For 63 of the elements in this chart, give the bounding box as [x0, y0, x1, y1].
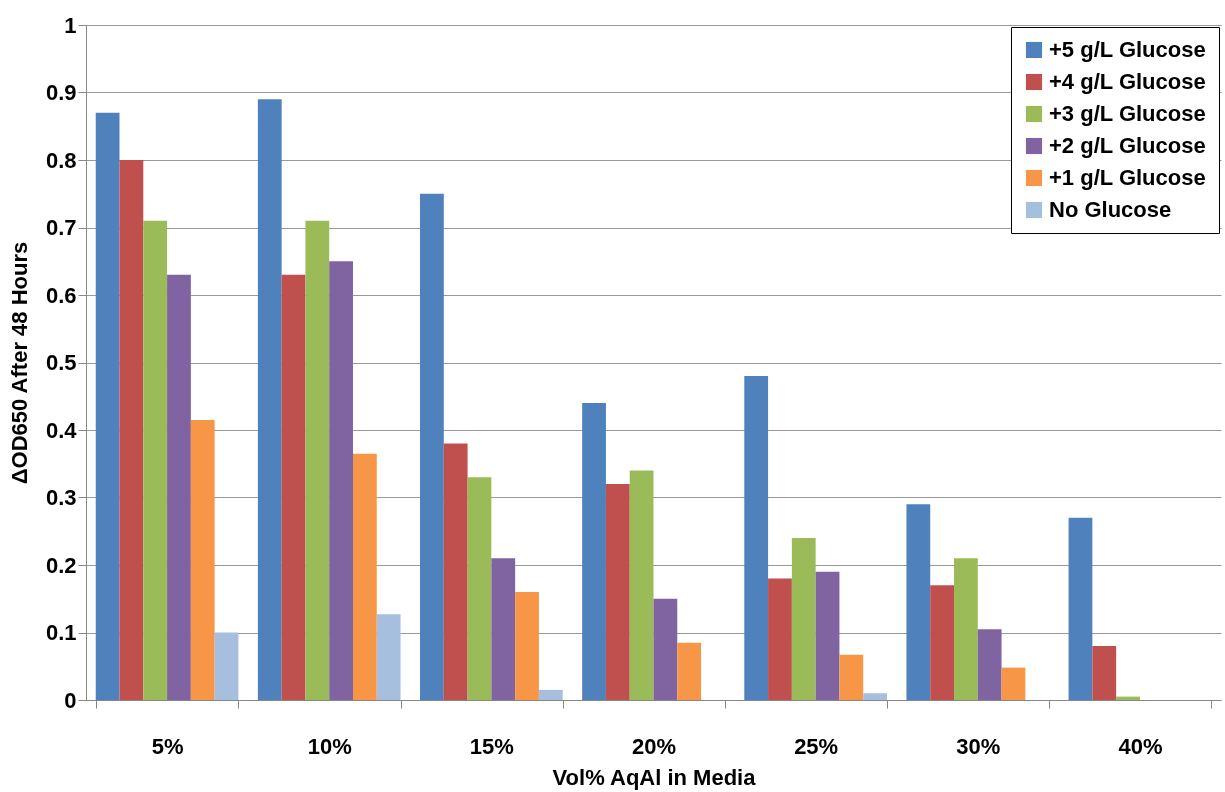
x-tick-label: 40% [1118, 733, 1163, 759]
bar [143, 220, 168, 700]
y-tick-label: 0.1 [45, 620, 77, 645]
bar [839, 654, 864, 700]
y-tick-label: 0.6 [45, 282, 77, 308]
x-tick-label: 10% [307, 733, 352, 759]
bar [863, 693, 887, 700]
bar [954, 558, 978, 700]
bar [95, 112, 120, 700]
y-tick-label: 0.9 [45, 80, 77, 105]
y-tick-label: 0.5 [45, 350, 77, 375]
bar [1001, 667, 1026, 700]
y-axis-title: ΔOD650 After 48 Hours [6, 241, 32, 485]
bar [305, 220, 330, 700]
legend-label: +1 g/L Glucose [1049, 165, 1206, 190]
bar [515, 592, 539, 700]
y-tick-label: 0.4 [45, 417, 78, 443]
bar [629, 470, 654, 700]
x-tick-label: 20% [631, 733, 677, 759]
bar [376, 614, 401, 700]
bar [1068, 517, 1093, 700]
x-tick-label: 30% [956, 733, 1001, 759]
bar [677, 642, 702, 700]
y-tick-label: 0.8 [45, 147, 77, 173]
legend-label: +2 g/L Glucose [1049, 133, 1206, 158]
bar [538, 689, 563, 700]
y-tick-label: 0.3 [45, 485, 77, 510]
bar [653, 598, 678, 700]
bar [257, 99, 282, 700]
bar [190, 419, 215, 700]
bar [977, 629, 1002, 700]
bar [906, 504, 931, 700]
x-tick-label: 15% [469, 733, 514, 759]
bar [281, 274, 306, 700]
bar [815, 571, 840, 700]
bar [1116, 696, 1140, 700]
bar [1092, 646, 1117, 700]
bar [467, 477, 492, 700]
bar [744, 376, 769, 700]
x-axis-title: Vol% AqAl in Media [552, 764, 757, 790]
bar [443, 443, 468, 700]
legend-label: No Glucose [1049, 197, 1172, 222]
bar [119, 160, 144, 700]
bar [329, 261, 353, 700]
x-tick-label: 25% [794, 733, 839, 759]
bar [582, 403, 606, 700]
bar [930, 585, 954, 700]
bar [605, 484, 630, 700]
bar [214, 632, 239, 700]
legend-label: +5 g/L Glucose [1049, 37, 1206, 62]
bar [768, 578, 792, 700]
legend-label: +3 g/L Glucose [1049, 101, 1206, 126]
x-tick-label: 5% [151, 733, 184, 759]
bar [791, 538, 816, 700]
legend-label: +4 g/L Glucose [1049, 69, 1206, 94]
y-tick-label: 0.7 [45, 215, 77, 240]
y-tick-label: 0 [64, 687, 77, 713]
bar [491, 558, 516, 700]
bar [353, 453, 377, 700]
y-tick-label: 0.2 [45, 552, 77, 578]
y-tick-label: 1 [64, 12, 77, 38]
bar [167, 274, 191, 700]
bar [420, 193, 444, 700]
